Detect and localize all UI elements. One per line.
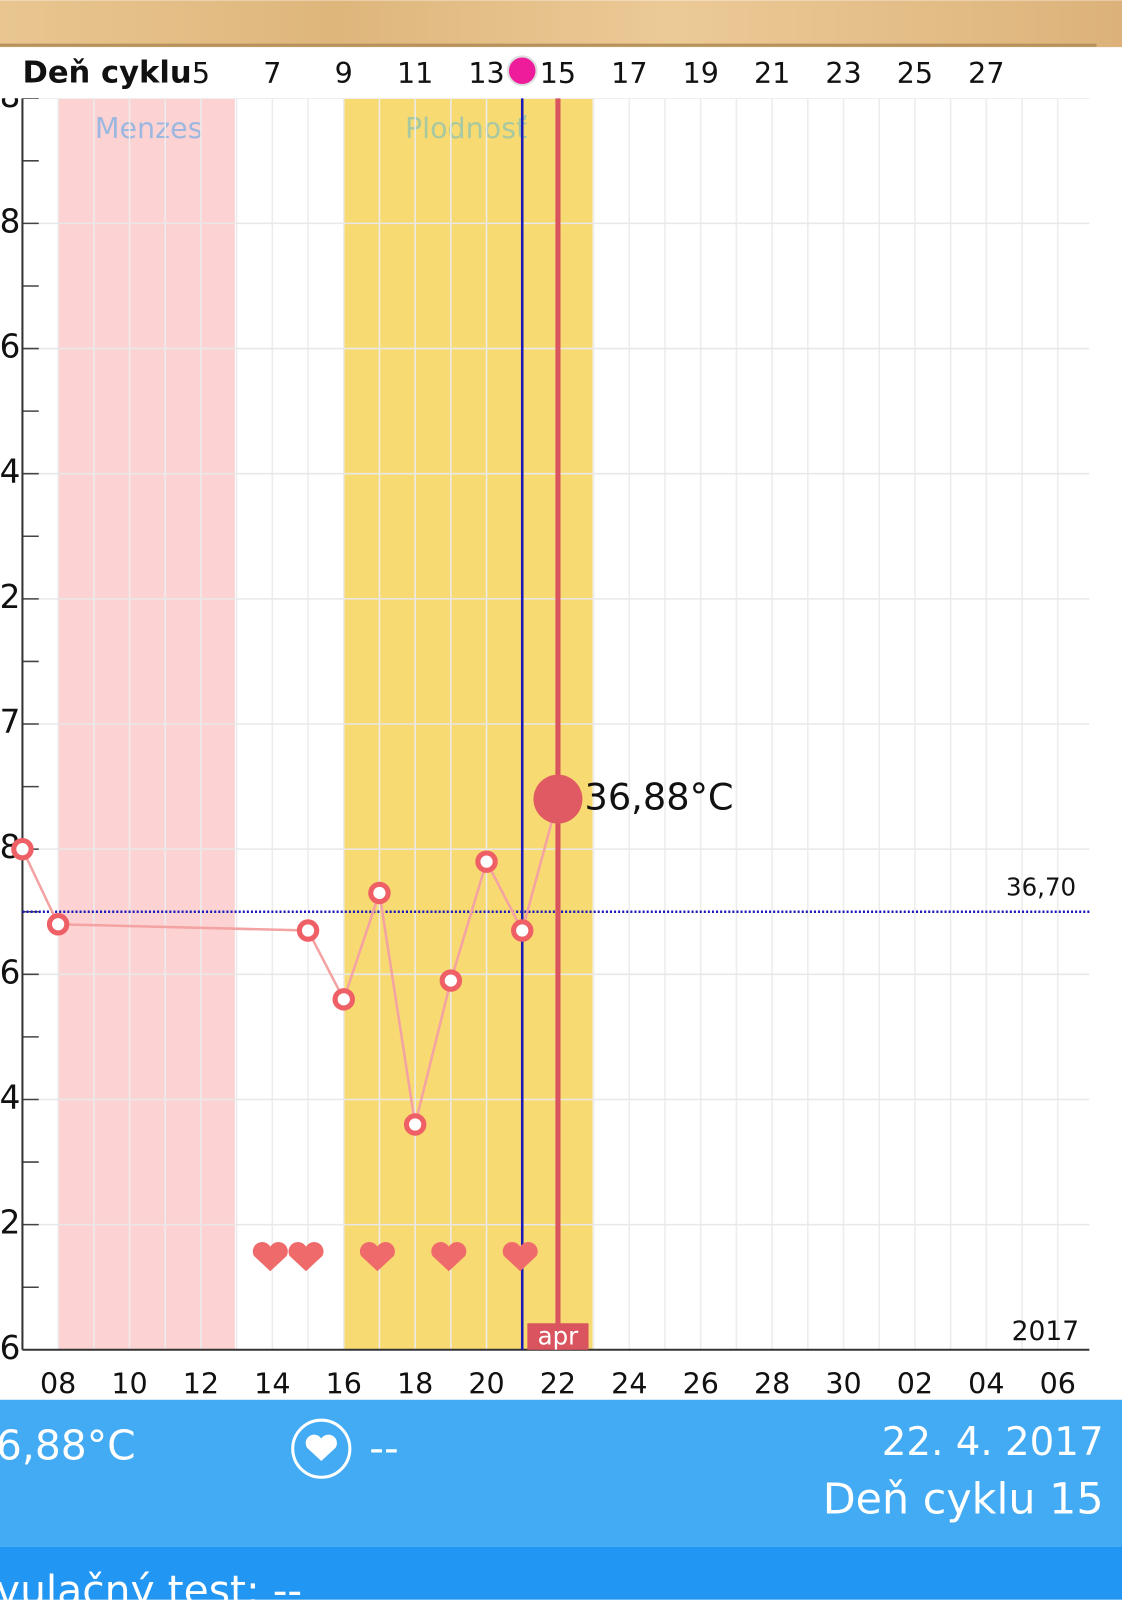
heart-icon (252, 1242, 288, 1272)
top-tick-label: 23 (825, 56, 861, 90)
temperature-value: 6,88°C (0, 1422, 136, 1470)
x-tick-label: 22 (540, 1366, 576, 1400)
current-point (533, 774, 583, 824)
plot: MenzesPlodnosť6246872468836,70apr2017081… (0, 47, 1122, 1400)
x-tick-label: 30 (825, 1366, 861, 1400)
info-panel (0, 1399, 1122, 1547)
data-point (332, 988, 355, 1011)
heart-icon (502, 1242, 538, 1272)
x-tick-label: 08 (40, 1366, 76, 1400)
date: 22. 4. 2017 (882, 1420, 1104, 1465)
top-tick-label: 11 (397, 56, 433, 90)
x-tick-label: 12 (183, 1366, 219, 1400)
top-tick-label: 21 (754, 56, 790, 90)
line-segment (449, 861, 488, 981)
today-marker (506, 55, 538, 87)
top-tick-label: 27 (968, 56, 1004, 90)
top-tick-label: 13 (468, 56, 504, 90)
data-point (475, 850, 498, 873)
line-segment (21, 848, 60, 925)
cycle-day: Deň cyklu 15 (823, 1474, 1104, 1524)
y-tick-label: 6 (0, 1329, 20, 1367)
data-point (46, 913, 70, 936)
top-tick-label: 7 (263, 56, 281, 90)
x-tick-label: 18 (397, 1366, 433, 1400)
ovulation-bar[interactable] (0, 1546, 1122, 1600)
x-tick-label: 20 (468, 1366, 504, 1400)
x-tick-label: 06 (1040, 1366, 1076, 1400)
top-tick-label: 25 (897, 56, 933, 90)
intercourse-value: -- (369, 1424, 398, 1472)
band-label: Plodnosť (405, 111, 527, 145)
data-point (439, 969, 463, 992)
line-segment (306, 929, 345, 1000)
y-tick-label: 2 (0, 578, 20, 616)
x-tick-label: 14 (254, 1366, 290, 1400)
heart-icon (305, 1434, 337, 1461)
wood-header (0, 0, 1122, 48)
x-tick-label: 28 (754, 1366, 790, 1400)
current-value-label: 36,88°C (584, 776, 733, 819)
line-segment (342, 892, 381, 1000)
y-tick-label: 7 (0, 703, 20, 741)
ovulation-test: vulačný test: -- (0, 1567, 302, 1600)
hearts (252, 1242, 538, 1272)
top-tick-label: 5 (192, 56, 210, 90)
data-point (403, 1113, 427, 1136)
top-tick-label: 17 (611, 56, 647, 90)
x-tick-label: 10 (111, 1366, 147, 1400)
data-point (296, 919, 320, 942)
x-tick-label: 24 (611, 1366, 647, 1400)
data-point (511, 919, 534, 942)
top-tick-label: 15 (540, 56, 576, 90)
x-tick-label: 26 (683, 1366, 719, 1400)
y-tick-label: 4 (0, 453, 20, 491)
year-label: 2017 (1012, 1316, 1079, 1347)
month-box (527, 1323, 589, 1350)
y-tick-label: 8 (0, 202, 20, 240)
y-tick-label: 2 (0, 1204, 20, 1242)
y-tick-label: 4 (0, 1078, 20, 1116)
band-label: Menzes (95, 111, 203, 145)
top-tick-label: 19 (683, 56, 719, 90)
x-tick-label: 16 (326, 1366, 362, 1400)
line-segment (485, 861, 524, 932)
title-bg (20, 51, 189, 97)
line-segment (378, 892, 417, 1125)
x-tick-label: 04 (968, 1366, 1004, 1400)
data-point (11, 837, 34, 861)
y-tick-label: 6 (0, 953, 20, 991)
y-tick-label: 6 (0, 328, 20, 366)
chart-title: Deň cyklu (22, 55, 191, 90)
heart-icon (288, 1242, 324, 1272)
line-segment (413, 980, 453, 1125)
heart-icon (431, 1242, 467, 1272)
heart-button[interactable] (291, 1418, 352, 1479)
data-point (368, 881, 391, 905)
line-segment (58, 922, 309, 932)
reference-label: 36,70 (1006, 872, 1076, 901)
top-tick-label: 9 (335, 56, 353, 90)
heart-icon (359, 1242, 395, 1272)
month-label: apr (538, 1322, 580, 1351)
x-tick-label: 02 (897, 1366, 933, 1400)
